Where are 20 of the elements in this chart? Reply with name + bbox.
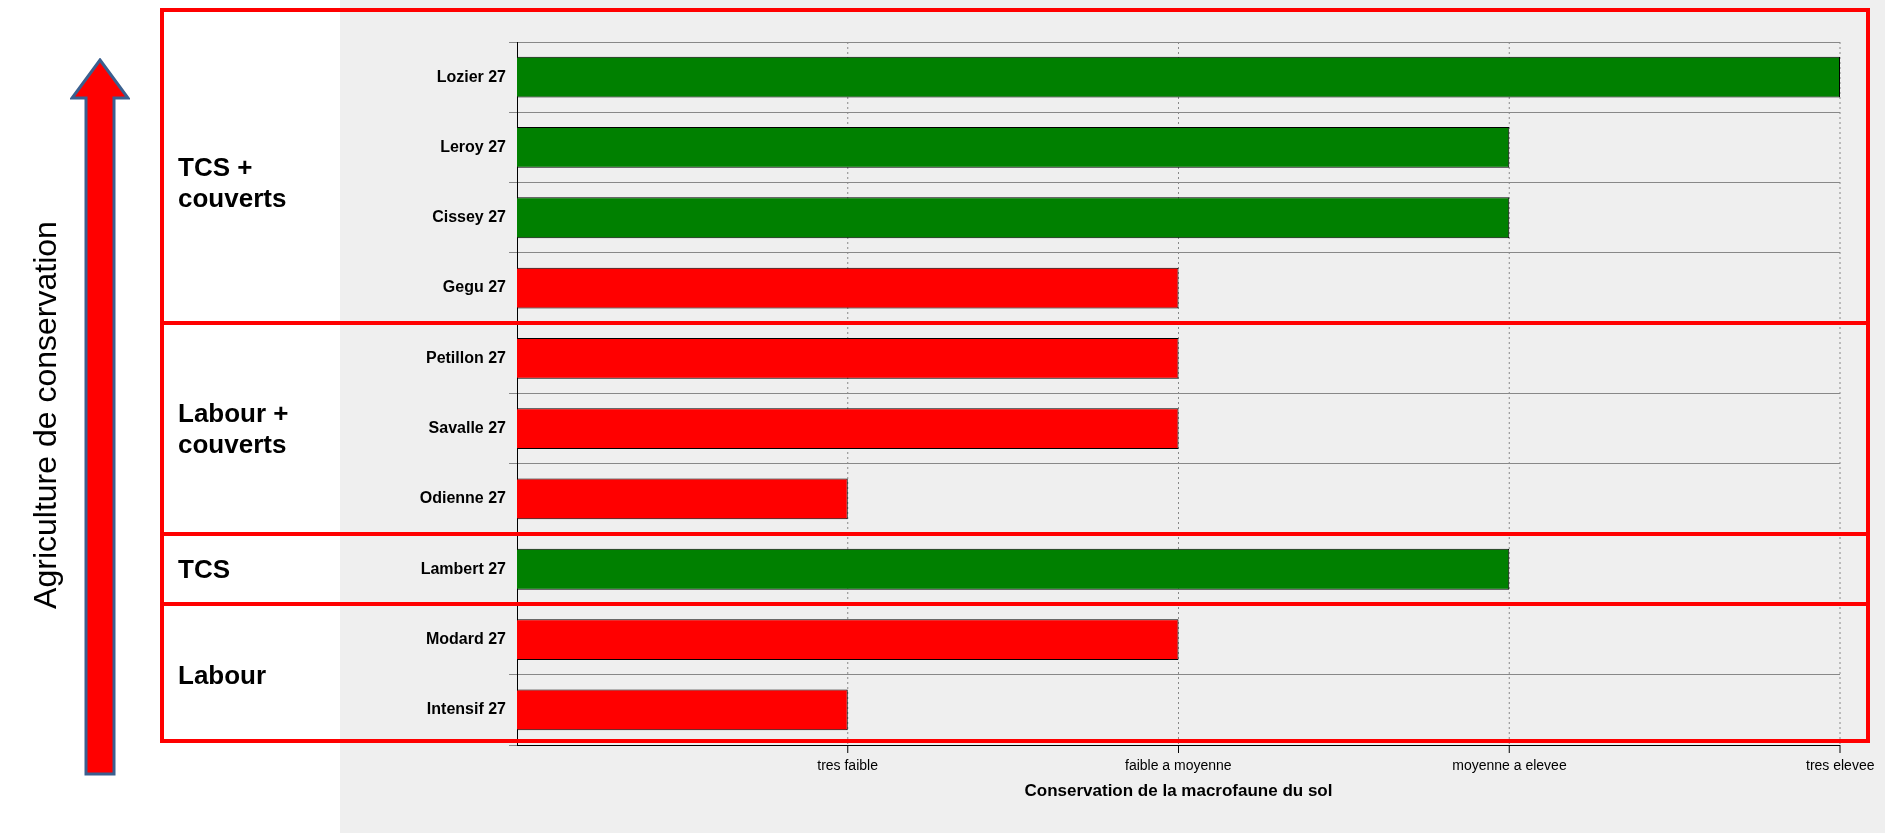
y-tick-label: Savalle 27 [428,419,507,437]
text: tres elevee [1806,757,1875,773]
text: TCS [178,553,231,585]
y-tick-label: Petillon 27 [425,348,507,366]
y-tick-label: Lozier 27 [436,67,507,85]
y-tick-label: Cissey 27 [432,208,507,226]
text: moyenne a elevee [1452,757,1567,773]
x-axis-title: Conservation de la macrofaune du sol [1024,781,1333,801]
text: tres faible [817,757,878,773]
text: TCS + couverts [178,151,288,214]
y-tick-label: Modard 27 [425,629,507,647]
y-tick-label: Odienne 27 [419,489,507,507]
y-tick-label: Lambert 27 [420,559,507,577]
text: Labour + couverts [178,397,290,460]
y-tick-label: Leroy 27 [440,137,507,155]
text: faible a moyenne [1125,757,1232,773]
y-tick-label: Intensif 27 [426,700,507,718]
text: Labour [178,659,268,691]
y-tick-label: Gegu 27 [442,278,507,296]
text: Agriculture de conservation [27,221,65,609]
